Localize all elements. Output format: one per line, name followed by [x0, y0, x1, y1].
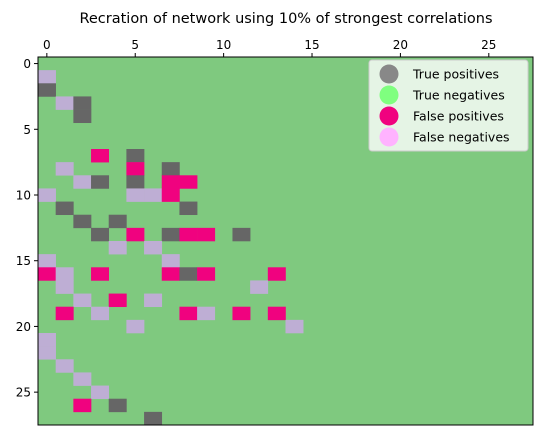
- heatmap-cell: [126, 188, 145, 202]
- y-tick-label: 5: [23, 123, 31, 137]
- heatmap-cell: [91, 227, 110, 242]
- heatmap-cell: [144, 241, 163, 255]
- heatmap-cell: [55, 96, 74, 110]
- heatmap-cell: [144, 188, 163, 202]
- heatmap-cell: [232, 306, 251, 321]
- legend-marker: [379, 85, 399, 105]
- legend-label: False negatives: [413, 130, 510, 145]
- heatmap-cell: [126, 162, 145, 176]
- heatmap-cell: [144, 411, 163, 426]
- heatmap-cell: [285, 319, 304, 334]
- heatmap-cell: [179, 227, 198, 242]
- heatmap-cell: [126, 175, 145, 189]
- heatmap-cell: [267, 267, 286, 281]
- heatmap-cell: [161, 227, 180, 242]
- legend-marker: [379, 64, 399, 84]
- heatmap-cell: [108, 214, 127, 229]
- heatmap-cell: [161, 175, 180, 189]
- heatmap-cell: [55, 359, 74, 373]
- heatmap-cell: [108, 398, 127, 413]
- heatmap-cell: [179, 306, 198, 321]
- heatmap-cell: [126, 227, 145, 242]
- heatmap-cell: [91, 267, 110, 281]
- heatmap-cell: [250, 280, 269, 294]
- heatmap-cell: [55, 201, 74, 216]
- y-tick-label: 20: [16, 320, 31, 334]
- heatmap-cell: [38, 333, 56, 347]
- x-tick-label: 0: [43, 38, 51, 52]
- heatmap-cell: [91, 385, 110, 400]
- heatmap-cell: [126, 319, 145, 334]
- legend-marker: [379, 106, 399, 126]
- heatmap-cell: [38, 83, 56, 97]
- heatmap-cell: [144, 293, 163, 308]
- heatmap-cell: [73, 175, 92, 189]
- heatmap-cell: [179, 201, 198, 216]
- legend-marker: [379, 127, 399, 147]
- heatmap-cell: [38, 188, 56, 202]
- heatmap-cell: [108, 293, 127, 308]
- heatmap-cell: [126, 149, 145, 163]
- heatmap-cell: [55, 267, 74, 281]
- heatmap-cell: [91, 149, 110, 163]
- x-tick-label: 25: [481, 38, 496, 52]
- heatmap-cell: [73, 109, 92, 124]
- heatmap-cell: [38, 267, 56, 281]
- heatmap-cell: [267, 306, 286, 321]
- y-tick-label: 10: [16, 189, 31, 203]
- heatmap-cell: [179, 175, 198, 189]
- heatmap-cell: [197, 227, 216, 242]
- legend-label: True negatives: [412, 88, 505, 103]
- heatmap-cell: [73, 398, 92, 413]
- x-tick-label: 10: [216, 38, 231, 52]
- heatmap-cell: [55, 306, 74, 321]
- heatmap-cell: [73, 96, 92, 110]
- heatmap-cell: [161, 254, 180, 268]
- heatmap-cell: [91, 306, 110, 321]
- y-tick-label: 15: [16, 254, 31, 268]
- heatmap-cell: [161, 188, 180, 202]
- heatmap-cell: [73, 214, 92, 229]
- legend-frame: [368, 59, 529, 152]
- plot-frame: [37, 56, 534, 426]
- heatmap-cell: [38, 346, 56, 360]
- heatmap-cell: [73, 293, 92, 308]
- x-tick-label: 5: [131, 38, 139, 52]
- heatmap-cell: [161, 267, 180, 281]
- legend-label: True positives: [412, 67, 499, 82]
- heatmap-cell: [38, 254, 56, 268]
- heatmap-cell: [161, 162, 180, 176]
- heatmap-cell: [73, 372, 92, 386]
- y-tick-label: 0: [23, 57, 31, 71]
- x-tick-label: 20: [393, 38, 408, 52]
- heatmap-cell: [55, 280, 74, 294]
- x-tick-label: 15: [304, 38, 319, 52]
- heatmap-cell: [232, 227, 251, 242]
- axis-ticks: 0 5 10 15 20 25 0 5 10 15 20 25: [16, 38, 497, 400]
- legend-label: False positives: [413, 109, 504, 124]
- heatmap-cell: [179, 267, 198, 281]
- heatmap-cell: [91, 175, 110, 189]
- y-tick-label: 25: [16, 386, 31, 400]
- heatmap-cell: [197, 306, 216, 321]
- heatmap-cell: [108, 241, 127, 255]
- heatmap-cell: [38, 70, 56, 84]
- chart-title: Recration of network using 10% of strong…: [79, 11, 492, 27]
- legend-items: True positives True negatives False positi…: [379, 64, 510, 147]
- heatmap-cell: [55, 162, 74, 176]
- legend: True positives True negatives False positi…: [368, 59, 529, 152]
- heatmap-cell: [197, 267, 216, 281]
